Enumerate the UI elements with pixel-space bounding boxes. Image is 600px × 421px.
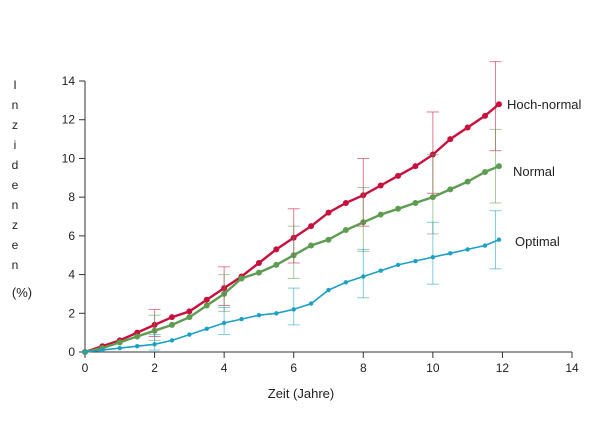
series-label: Optimal [515, 234, 560, 249]
data-point [169, 338, 175, 343]
data-point [255, 269, 262, 276]
data-point [256, 313, 262, 318]
data-point [116, 339, 123, 346]
data-point [204, 326, 209, 331]
data-point [482, 112, 489, 119]
error-bars [148, 210, 502, 351]
data-point [496, 237, 502, 242]
y-tick-label: 14 [62, 74, 76, 88]
series-label-layer: Hoch-normal Normal Optimal [507, 97, 582, 249]
series-label: Hoch-normal [507, 97, 582, 112]
y-axis-unit: (%) [12, 285, 32, 300]
y-axis-label-letter: n [12, 98, 19, 112]
data-point [273, 246, 280, 253]
y-axis-ticks: 0 2 4 6 8 10 12 14 [62, 74, 85, 359]
data-point [447, 186, 454, 193]
x-tick-label: 6 [290, 361, 297, 375]
series-hoch-normal [82, 101, 502, 355]
axes [84, 81, 572, 353]
data-point [186, 308, 193, 315]
data-point [412, 199, 419, 206]
data-point [325, 209, 332, 216]
y-axis-label-letter: I [13, 78, 16, 92]
data-point [465, 247, 470, 252]
y-axis-label-letter: d [12, 158, 19, 172]
data-point [239, 316, 244, 322]
x-tick-label: 10 [426, 361, 440, 375]
data-point [168, 321, 175, 328]
y-axis-label-letter: z [12, 118, 18, 132]
y-tick-label: 10 [62, 151, 76, 165]
x-axis-ticks: 0 2 4 6 8 10 12 14 [82, 352, 579, 375]
data-point [343, 280, 349, 285]
data-point [495, 163, 502, 170]
y-tick-label: 4 [68, 268, 75, 282]
y-axis-label-letter: n [12, 258, 19, 272]
data-point [377, 211, 384, 218]
data-point [412, 163, 419, 170]
x-tick-label: 0 [82, 361, 89, 375]
x-tick-label: 12 [496, 361, 510, 375]
x-tick-label: 14 [565, 361, 579, 375]
data-point [186, 314, 193, 321]
series-label: Normal [513, 164, 555, 179]
error-bar-layer [148, 61, 502, 351]
y-axis-label-letter: i [14, 138, 17, 152]
data-point [464, 178, 471, 185]
data-point [134, 343, 140, 349]
y-axis-label-letter: e [12, 178, 19, 192]
y-axis-label-letter: z [12, 218, 18, 232]
data-point [482, 168, 489, 175]
data-point [395, 205, 402, 212]
data-point [203, 296, 210, 303]
data-point [187, 332, 192, 337]
data-point [238, 275, 245, 282]
y-axis-label-letter: n [12, 198, 19, 212]
y-tick-label: 8 [68, 190, 75, 204]
data-point [464, 124, 471, 131]
x-tick-label: 2 [151, 361, 158, 375]
x-axis-label: Zeit (Jahre) [268, 386, 334, 401]
data-point [342, 227, 349, 234]
data-point [308, 242, 315, 249]
y-tick-label: 6 [68, 229, 75, 243]
data-point [377, 182, 384, 189]
data-point [100, 347, 105, 353]
data-point [395, 262, 401, 268]
y-tick-label: 0 [68, 345, 75, 359]
data-point [342, 199, 349, 206]
data-point [395, 172, 402, 179]
data-point [134, 333, 141, 340]
series-normal [82, 163, 502, 355]
data-point [325, 236, 332, 243]
error-bars [148, 61, 502, 338]
data-point [168, 314, 175, 321]
y-tick-label: 2 [68, 306, 75, 320]
data-point [378, 268, 383, 273]
x-tick-label: 8 [360, 361, 367, 375]
data-point [203, 302, 210, 309]
y-tick-label: 12 [62, 113, 76, 127]
data-point [274, 311, 279, 316]
series-line [84, 165, 500, 354]
data-point [326, 287, 331, 293]
series-layer [82, 101, 502, 355]
data-point [273, 261, 280, 268]
data-point [82, 349, 88, 355]
data-point [255, 259, 262, 266]
data-point [495, 101, 502, 108]
data-point [308, 301, 314, 306]
x-tick-label: 4 [221, 361, 228, 375]
data-point [117, 345, 122, 351]
data-point [448, 251, 453, 256]
data-point [482, 243, 488, 248]
series-line [84, 103, 500, 354]
data-point [308, 223, 315, 230]
data-point [447, 136, 454, 143]
y-axis-label-letter: e [12, 238, 19, 252]
data-point [413, 258, 418, 264]
